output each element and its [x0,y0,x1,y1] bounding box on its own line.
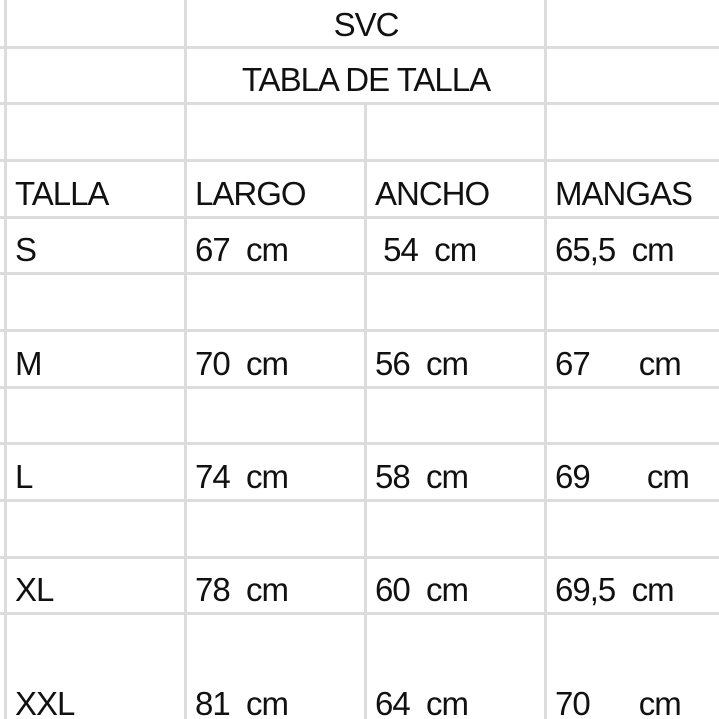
size-cell[interactable]: XXL [15,685,75,719]
row-gridline [0,442,719,445]
measure-cell[interactable]: 67 cm [195,231,289,268]
measure-cell[interactable]: 56 cm [375,345,469,382]
row-gridline [0,556,719,559]
measure-cell[interactable]: 54 cm [375,231,477,268]
measure-cell[interactable]: 60 cm [375,571,469,608]
row-gridline [0,499,719,502]
size-cell[interactable]: S [15,231,37,268]
measure-cell[interactable]: 81 cm [195,685,289,719]
column-gridline [364,103,367,719]
header-cell[interactable]: TALLA [15,175,109,212]
measure-cell[interactable]: 74 cm [195,458,289,495]
size-cell[interactable]: M [15,345,43,382]
measure-cell[interactable]: 65,5 cm [555,231,675,268]
measure-cell[interactable]: 70 cm [195,345,289,382]
measure-cell[interactable]: 69,5 cm [555,571,675,608]
measure-cell[interactable]: 67 cm [555,345,682,382]
measure-cell[interactable]: 78 cm [195,571,289,608]
measure-cell[interactable]: 70 cm [555,685,682,719]
column-gridline [4,0,7,719]
header-cell[interactable]: ANCHO [375,175,490,212]
measure-cell[interactable]: 69 cm [555,458,690,495]
header-cell[interactable]: MANGAS [555,175,693,212]
row-gridline [0,386,719,389]
row-gridline [0,102,719,105]
row-gridline [0,46,719,49]
title-cell[interactable]: SVC [333,6,400,43]
subtitle-cell[interactable]: TABLA DE TALLA [241,61,491,98]
column-gridline [544,0,547,719]
size-cell[interactable]: XL [15,571,54,608]
column-gridline [184,0,187,719]
row-gridline [0,612,719,615]
row-gridline [0,159,719,162]
row-gridline [0,272,719,275]
header-cell[interactable]: LARGO [195,175,307,212]
row-gridline [0,216,719,219]
measure-cell[interactable]: 58 cm [375,458,469,495]
measure-cell[interactable]: 64 cm [375,685,469,719]
size-cell[interactable]: L [15,458,33,495]
row-gridline [0,329,719,332]
